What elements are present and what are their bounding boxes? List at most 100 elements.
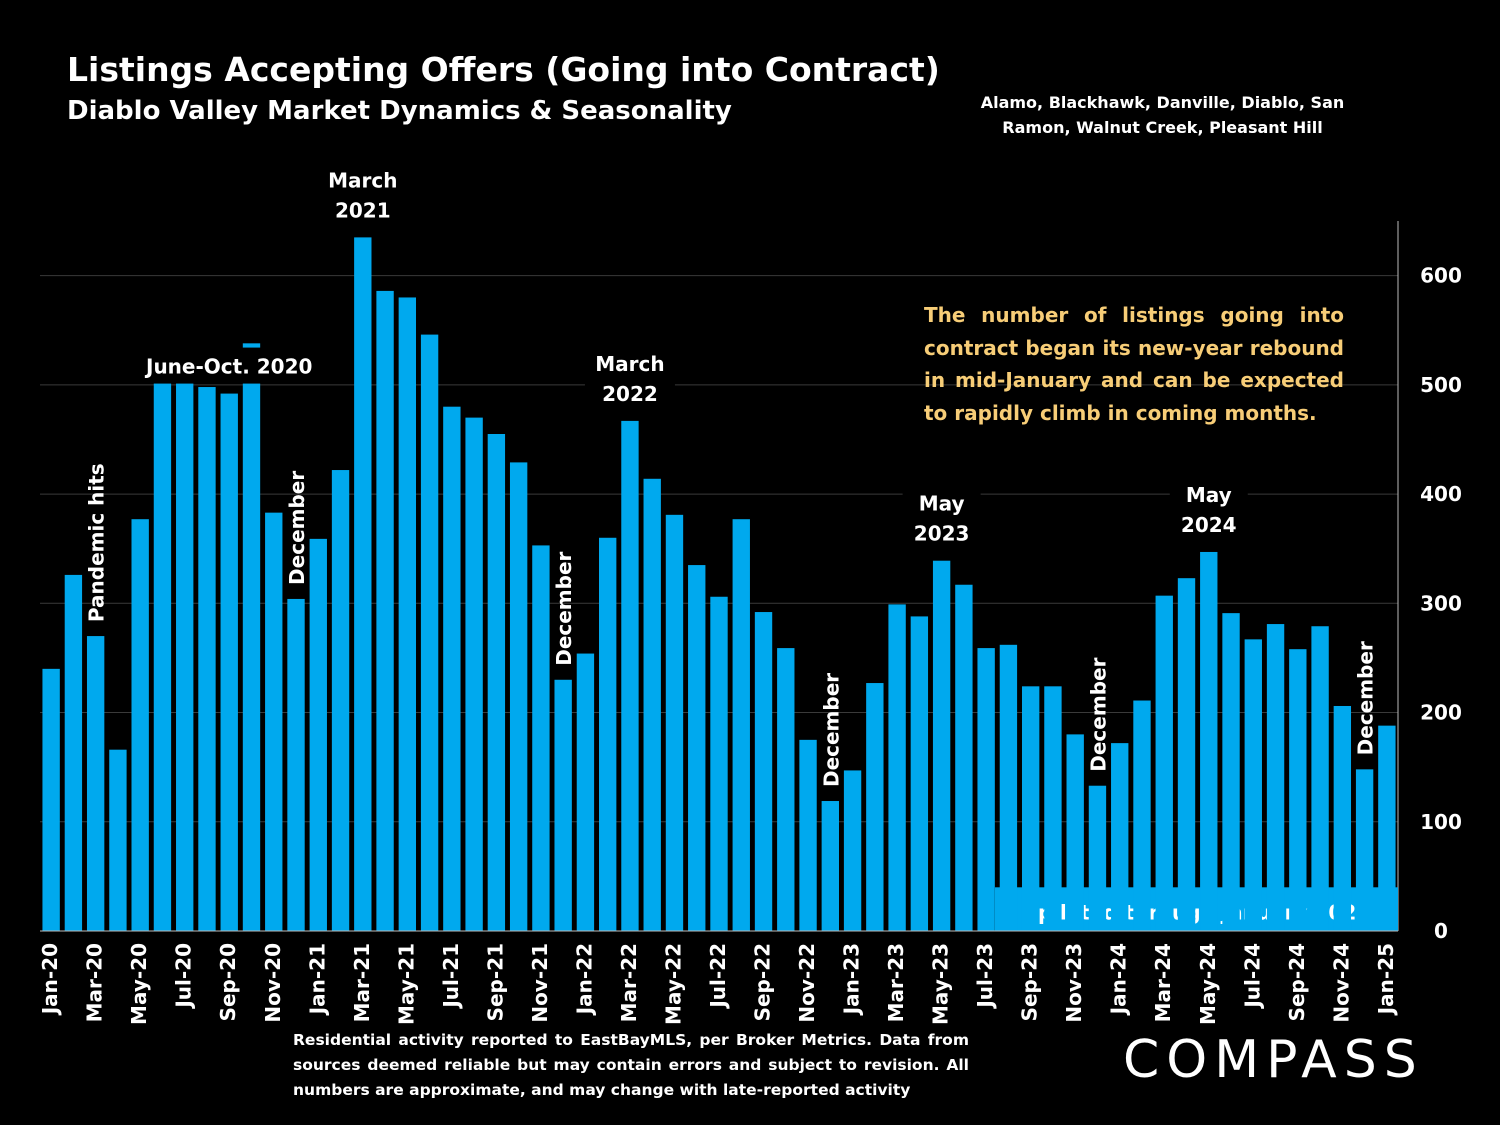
bar	[1133, 700, 1151, 931]
bar	[220, 393, 238, 932]
x-tick-label: Jan-24	[1107, 943, 1131, 1016]
annotation-label: June-Oct. 2020	[144, 355, 312, 379]
bar	[1378, 725, 1396, 931]
bar	[1088, 785, 1107, 931]
bar	[443, 406, 461, 931]
annotation-label: May	[919, 492, 965, 516]
bar	[1155, 595, 1173, 931]
bar	[754, 612, 773, 931]
bar	[1066, 734, 1084, 931]
bar	[554, 679, 572, 931]
annotation-label: 2024	[1181, 513, 1237, 537]
bar	[821, 801, 839, 931]
annotation-backdrop	[902, 484, 981, 551]
x-tick-label: Jul-20	[172, 943, 196, 1010]
x-tick-label: Jan-25	[1374, 943, 1398, 1016]
updated-banner	[995, 887, 1398, 931]
bar	[1044, 686, 1062, 931]
x-tick-label: May-24	[1196, 943, 1220, 1025]
annotation-label: December	[552, 551, 576, 665]
annotation-label: December	[285, 471, 309, 585]
bar	[1021, 686, 1040, 931]
x-tick-label: Sep-23	[1018, 943, 1042, 1021]
annotation-label: Pandemic hits	[85, 463, 109, 622]
bar	[910, 616, 929, 931]
y-tick-label: 400	[1420, 482, 1462, 506]
chart-subtitle: Diablo Valley Market Dynamics & Seasonal…	[67, 96, 732, 126]
annotation-label: March	[328, 168, 397, 192]
bar	[643, 478, 661, 931]
x-tick-label: Nov-21	[528, 943, 552, 1023]
x-tick-label: May-22	[661, 943, 685, 1025]
x-tick-label: Nov-20	[261, 943, 285, 1023]
x-tick-label: Sep-20	[216, 943, 240, 1021]
bar	[688, 565, 706, 931]
bar	[977, 648, 995, 931]
bar	[64, 574, 83, 931]
x-tick-label: Sep-24	[1285, 943, 1309, 1021]
x-tick-label: Nov-24	[1329, 943, 1353, 1023]
annotation-label: March	[595, 352, 664, 376]
bar	[509, 462, 528, 931]
bar	[131, 519, 149, 931]
annotation-label: 2021	[335, 198, 391, 222]
bar	[777, 648, 795, 931]
x-tick-label: Nov-22	[795, 943, 819, 1023]
x-tick-label: May-20	[127, 943, 151, 1025]
bar	[1111, 743, 1129, 931]
x-tick-label: Sep-21	[483, 943, 507, 1021]
annotation-label: December	[819, 673, 843, 787]
x-tick-label: Jan-21	[305, 943, 329, 1016]
bar	[732, 519, 750, 931]
annotation-backdrop	[584, 344, 675, 411]
x-tick-label: Mar-22	[617, 943, 641, 1022]
y-tick-label: 0	[1434, 919, 1448, 943]
annotation-label: May	[1186, 483, 1232, 507]
annotation-backdrop	[317, 161, 408, 228]
bar	[354, 237, 372, 931]
bar	[420, 334, 439, 932]
bar	[932, 560, 951, 931]
bar	[1177, 578, 1196, 931]
bar	[487, 434, 506, 931]
x-tick-label: May-23	[929, 943, 953, 1025]
bar	[153, 352, 172, 932]
bar	[955, 584, 973, 931]
bar	[1244, 639, 1262, 931]
compass-logo: COMPASS	[1123, 1030, 1424, 1090]
x-tick-label: Jul-21	[439, 943, 463, 1010]
bar	[242, 343, 261, 931]
y-tick-label: 500	[1420, 373, 1462, 397]
region-list: Alamo, Blackhawk, Danville, Diablo, San …	[980, 93, 1345, 137]
annotation-backdrop	[1169, 475, 1248, 542]
bar	[710, 596, 728, 931]
y-tick-label: 200	[1420, 701, 1462, 725]
x-tick-label: Mar-23	[884, 943, 908, 1022]
bar	[1289, 649, 1307, 931]
source-footnote: Residential activity reported to EastBay…	[293, 1031, 969, 1099]
bar	[665, 514, 684, 931]
bar	[309, 538, 327, 931]
x-tick-label: Jan-22	[572, 943, 596, 1016]
annotation-label: December	[1354, 641, 1378, 755]
bar	[331, 470, 350, 931]
x-tick-label: May-21	[394, 943, 418, 1025]
bar	[176, 359, 194, 931]
x-tick-label: Jan-20	[38, 943, 62, 1016]
callout-note: The number of listings going into contra…	[924, 303, 1344, 425]
x-tick-label: Sep-22	[751, 943, 775, 1021]
bar	[287, 598, 305, 931]
bar	[843, 770, 862, 931]
bar	[621, 420, 639, 931]
annotation-label: 2023	[914, 522, 970, 546]
bar	[599, 537, 617, 931]
x-tick-label: Jul-23	[973, 943, 997, 1010]
x-tick-label: Jan-23	[840, 943, 864, 1016]
bar	[86, 636, 105, 931]
bar	[1222, 613, 1240, 931]
x-tick-label: Jul-24	[1240, 943, 1264, 1010]
bar	[799, 739, 817, 931]
chart-title: Listings Accepting Offers (Going into Co…	[67, 50, 940, 89]
annotation-backdrop	[130, 347, 329, 384]
